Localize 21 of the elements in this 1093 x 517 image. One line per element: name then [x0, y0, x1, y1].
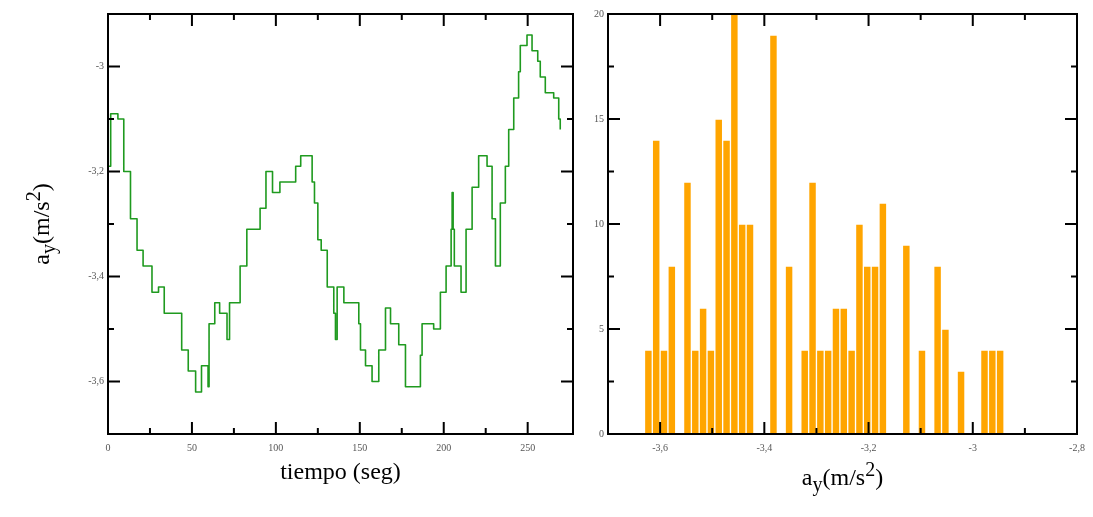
x-tick-label: -3	[968, 441, 977, 453]
y-tick-label: 0	[599, 427, 604, 439]
y-tick-label: 10	[594, 217, 604, 229]
x-tick-label: 150	[352, 441, 368, 453]
x-tick-label: -2,8	[1069, 441, 1085, 453]
y-tick-label: 15	[594, 112, 604, 124]
x-axis-title: tiempo (seg)	[279, 458, 402, 485]
x-tick-label: 250	[520, 441, 536, 453]
y-tick-label: 5	[599, 322, 604, 334]
x-tick-label: -3,4	[756, 441, 773, 453]
x-tick-label: 100	[268, 441, 284, 453]
y-tick-label: -3,2	[88, 165, 104, 177]
x-axis-title: a$_{y}$(m/s$^{2}$)	[800, 458, 885, 496]
x-tick-label: 50	[186, 441, 197, 453]
y-tick-label: -3,4	[88, 270, 104, 282]
x-tick-label: -3,6	[652, 441, 669, 453]
x-tick-label: -3,2	[860, 441, 877, 453]
x-tick-label: 200	[436, 441, 452, 453]
y-tick-label: -3	[95, 60, 104, 72]
y-tick-label: 20	[594, 7, 604, 19]
y-tick-label: -3,6	[88, 375, 104, 387]
